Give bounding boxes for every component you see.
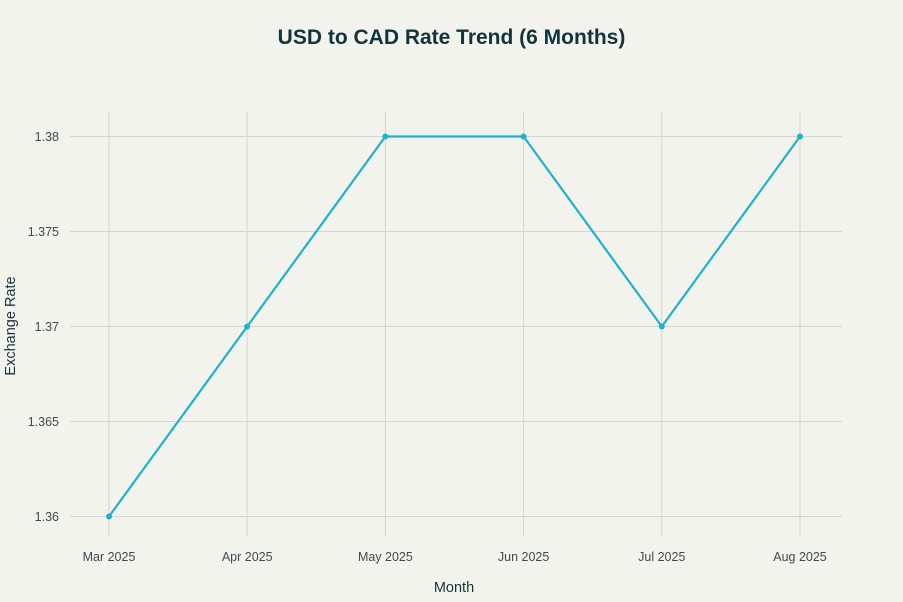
- data-point[interactable]: [520, 133, 527, 140]
- x-axis-title: Month: [434, 580, 474, 596]
- y-tick-label: 1.38: [35, 130, 59, 144]
- data-point[interactable]: [106, 513, 112, 520]
- y-axis-title: Exchange Rate: [3, 276, 19, 375]
- y-tick-label: 1.365: [28, 415, 59, 429]
- x-tick-labels: Mar 2025 Apr 2025 May 2025 Jun 2025 Jul 2025…: [83, 550, 827, 564]
- y-tick-label: 1.375: [28, 225, 59, 239]
- y-tick-label: 1.37: [35, 320, 59, 334]
- x-tick-label: Apr 2025: [222, 550, 273, 564]
- data-point[interactable]: [658, 323, 665, 330]
- x-tick-label: Jun 2025: [498, 550, 549, 564]
- data-point[interactable]: [797, 133, 803, 140]
- y-tick-labels: 1.36 1.365 1.37 1.375 1.38: [28, 130, 59, 524]
- data-point[interactable]: [382, 133, 389, 140]
- chart-title: USD to CAD Rate Trend (6 Months): [278, 26, 626, 49]
- y-tick-label: 1.36: [35, 510, 59, 524]
- x-tick-label: Jul 2025: [638, 550, 685, 564]
- x-tick-label: Aug 2025: [773, 550, 827, 564]
- series-line: [107, 135, 802, 518]
- x-tick-label: May 2025: [358, 550, 413, 564]
- points-layer: [106, 133, 803, 520]
- data-point[interactable]: [244, 323, 251, 330]
- x-tick-label: Mar 2025: [83, 550, 136, 564]
- series-layer: [107, 135, 802, 518]
